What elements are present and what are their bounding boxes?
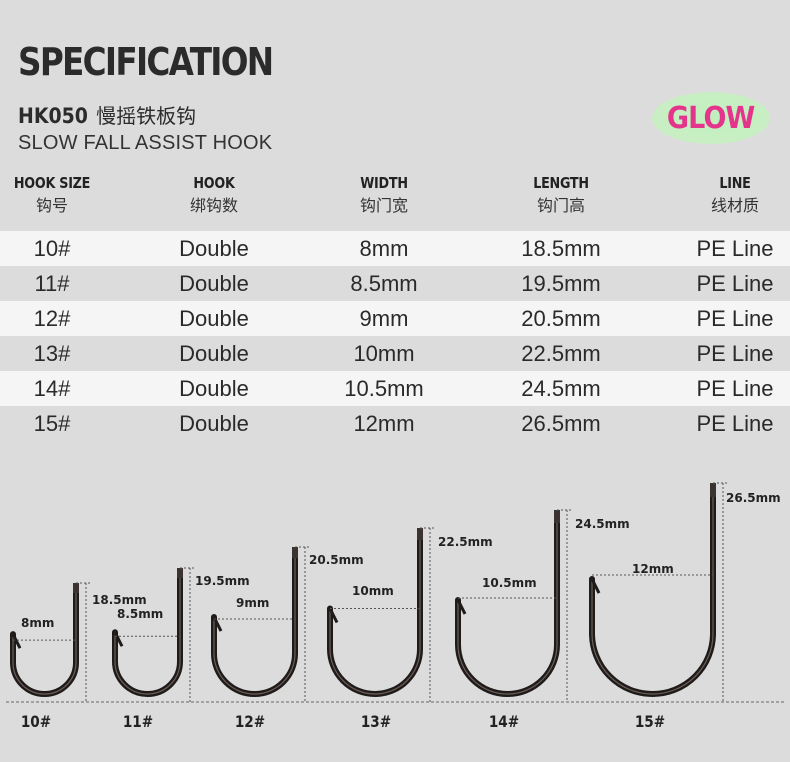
hook-length-label: 19.5mm bbox=[195, 574, 250, 588]
hook-12-highlight bbox=[213, 558, 296, 695]
hook-14-highlight bbox=[457, 523, 558, 695]
hook-11-eye bbox=[177, 568, 183, 578]
column-header-cn: 钩门高 bbox=[536, 198, 585, 215]
hook-11-barb bbox=[113, 631, 124, 647]
hook-length-label: 24.5mm bbox=[575, 517, 630, 531]
cell-hook: Double bbox=[179, 411, 249, 436]
product-subtitle: SLOW FALL ASSIST HOOK bbox=[18, 132, 273, 154]
hook-width-label: 8mm bbox=[21, 616, 55, 630]
column-header-hook: HOOK 绑钩数 bbox=[124, 170, 304, 218]
hook-size-diagram: 8mm 18.5mm 10# 8.5mm 19.5mm 11# 9mm 20.5… bbox=[0, 440, 790, 762]
hook-10-eye bbox=[73, 583, 79, 593]
cell-hook-size: 10# bbox=[33, 236, 71, 261]
hook-13-highlight bbox=[329, 540, 421, 695]
hook-10-body bbox=[10, 590, 79, 698]
table-row: 14# Double 10.5mm 24.5mm PE Line bbox=[0, 371, 790, 406]
cell-hook: Double bbox=[179, 376, 249, 401]
cell-line: PE Line bbox=[696, 341, 774, 366]
column-header-en: HOOK bbox=[193, 174, 235, 192]
column-header-width: WIDTH 钩门宽 bbox=[294, 170, 474, 218]
hook-15-highlight bbox=[591, 497, 714, 695]
glow-badge: GLOW bbox=[652, 92, 770, 144]
hook-10-highlight bbox=[12, 593, 77, 695]
cell-length: 20.5mm bbox=[521, 306, 601, 331]
table-row: 15# Double 12mm 26.5mm PE Line bbox=[0, 406, 790, 441]
cell-hook: Double bbox=[179, 236, 249, 261]
page-title: SPECIFICATION bbox=[18, 40, 274, 84]
cell-hook-size: 12# bbox=[33, 306, 71, 331]
model-line: HK050 慢摇铁板钩 bbox=[18, 100, 196, 129]
hook-13-barb bbox=[328, 607, 339, 624]
cell-length: 22.5mm bbox=[521, 341, 601, 366]
hook-14-eye bbox=[554, 510, 560, 523]
spec-table: 10# Double 8mm 18.5mm PE Line 11# Double… bbox=[0, 231, 790, 441]
cell-width: 10.5mm bbox=[344, 376, 424, 401]
hook-length-label: 18.5mm bbox=[92, 593, 147, 607]
column-header-cn: 钩号 bbox=[35, 198, 68, 215]
hook-width-label: 8.5mm bbox=[117, 607, 164, 621]
hook-14-barb bbox=[456, 599, 467, 615]
hook-11-highlight bbox=[114, 578, 181, 695]
cell-line: PE Line bbox=[696, 306, 774, 331]
hook-12-eye bbox=[292, 547, 298, 558]
cell-hook-size: 13# bbox=[33, 341, 71, 366]
cell-hook: Double bbox=[179, 341, 249, 366]
hook-15-eye bbox=[710, 483, 716, 497]
cell-width: 10mm bbox=[353, 341, 415, 366]
column-header-cn: 绑钩数 bbox=[189, 198, 238, 215]
hook-15-barb bbox=[590, 578, 601, 594]
column-header-en: LENGTH bbox=[533, 174, 589, 192]
column-header-length: LENGTH 钩门高 bbox=[470, 170, 652, 218]
cell-hook: Double bbox=[179, 271, 249, 296]
table-header: HOOK SIZE 钩号 HOOK 绑钩数 WIDTH 钩门宽 LENGTH 钩… bbox=[0, 170, 790, 228]
column-header-en: WIDTH bbox=[360, 174, 408, 192]
column-header-line: LINE 线材质 bbox=[650, 170, 790, 218]
cell-hook: Double bbox=[179, 306, 249, 331]
hook-width-label: 10mm bbox=[352, 584, 394, 598]
glow-badge-text: GLOW bbox=[667, 100, 755, 136]
hook-13-eye bbox=[417, 528, 423, 540]
cell-width: 9mm bbox=[359, 306, 409, 331]
hook-size-label: 14# bbox=[488, 712, 520, 731]
table-row: 12# Double 9mm 20.5mm PE Line bbox=[0, 301, 790, 336]
table-row: 13# Double 10mm 22.5mm PE Line bbox=[0, 336, 790, 371]
table-row: 10# Double 8mm 18.5mm PE Line bbox=[0, 231, 790, 266]
hook-size-label: 15# bbox=[634, 712, 666, 731]
model-name-cn: 慢摇铁板钩 bbox=[96, 106, 197, 128]
hook-illustrations bbox=[6, 482, 784, 703]
cell-length: 24.5mm bbox=[521, 376, 601, 401]
hook-width-label: 10.5mm bbox=[482, 576, 537, 590]
hook-length-label: 26.5mm bbox=[726, 491, 781, 505]
cell-width: 12mm bbox=[353, 411, 415, 436]
cell-line: PE Line bbox=[696, 271, 774, 296]
column-header-hook-size: HOOK SIZE 钩号 bbox=[0, 170, 104, 218]
model-code: HK050 bbox=[18, 104, 88, 128]
hook-length-label: 22.5mm bbox=[438, 535, 493, 549]
cell-hook-size: 15# bbox=[33, 411, 71, 436]
cell-line: PE Line bbox=[696, 236, 774, 261]
cell-width: 8mm bbox=[359, 236, 409, 261]
cell-line: PE Line bbox=[696, 376, 774, 401]
column-header-cn: 钩门宽 bbox=[359, 198, 408, 215]
cell-length: 19.5mm bbox=[521, 271, 601, 296]
cell-hook-size: 14# bbox=[33, 376, 71, 401]
hook-size-label: 10# bbox=[20, 712, 52, 731]
hook-size-label: 12# bbox=[234, 712, 266, 731]
cell-length: 18.5mm bbox=[521, 236, 601, 261]
column-header-cn: 线材质 bbox=[710, 198, 759, 215]
table-row: 11# Double 8.5mm 19.5mm PE Line bbox=[0, 266, 790, 301]
column-header-en: HOOK SIZE bbox=[13, 174, 91, 192]
hook-10-barb bbox=[11, 633, 22, 649]
hook-size-label: 11# bbox=[122, 712, 154, 731]
cell-hook-size: 11# bbox=[34, 271, 70, 296]
hook-size-label: 13# bbox=[360, 712, 392, 731]
cell-width: 8.5mm bbox=[350, 271, 418, 296]
cell-length: 26.5mm bbox=[521, 411, 601, 436]
hook-length-label: 20.5mm bbox=[309, 553, 364, 567]
cell-line: PE Line bbox=[696, 411, 774, 436]
column-header-en: LINE bbox=[719, 174, 751, 192]
hook-width-label: 12mm bbox=[632, 562, 674, 576]
hook-width-label: 9mm bbox=[236, 596, 270, 610]
